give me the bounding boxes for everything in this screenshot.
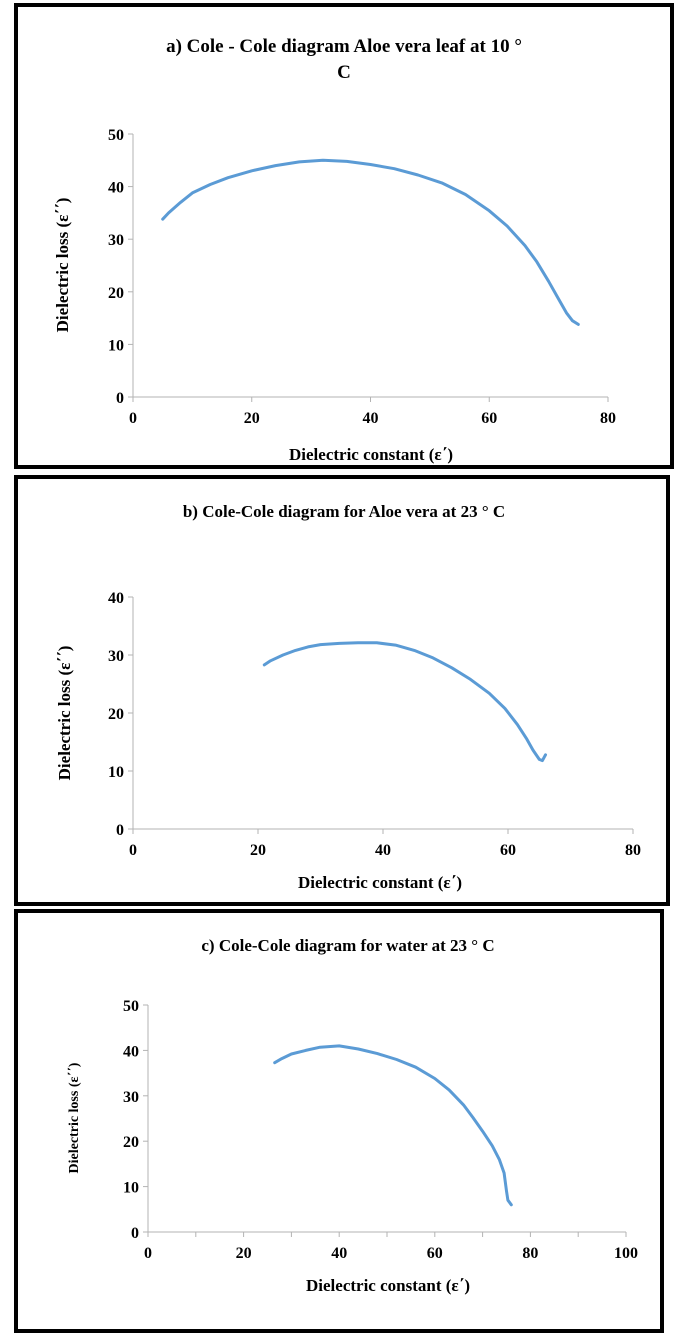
x-axis-label: Dielectric constant (ε΄)	[306, 1276, 470, 1295]
y-tick-label: 30	[108, 648, 124, 665]
chart-title-line2: C	[337, 62, 351, 83]
x-axis-label: Dielectric constant (ε΄)	[298, 873, 462, 892]
chart-panel-c: c) Cole-Cole diagram for water at 23 ° C…	[14, 909, 664, 1333]
x-tick-label: 40	[375, 842, 391, 859]
y-tick-label: 10	[108, 764, 124, 781]
chart-b-svg: b) Cole-Cole diagram for Aloe vera at 23…	[55, 502, 641, 892]
chart-title: a) Cole - Cole diagram Aloe vera leaf at…	[166, 36, 522, 57]
data-series-line	[161, 158, 580, 326]
x-tick-label: 80	[625, 842, 641, 859]
chart-title: b) Cole-Cole diagram for Aloe vera at 23…	[183, 502, 505, 521]
x-tick-label: 60	[427, 1245, 443, 1262]
chart-panel-a: a) Cole - Cole diagram Aloe vera leaf at…	[14, 3, 674, 469]
y-axis-label: Dielectric loss (ε΄΄)	[67, 1062, 82, 1173]
y-axis-label: Dielectric loss (ε΄΄)	[55, 646, 74, 781]
x-tick-label: 20	[250, 842, 266, 859]
x-tick-label: 0	[129, 410, 137, 427]
y-tick-label: 10	[108, 337, 124, 354]
y-tick-label: 50	[123, 998, 139, 1015]
y-tick-label: 30	[123, 1089, 139, 1106]
x-tick-label: 60	[500, 842, 516, 859]
chart-a-svg: a) Cole - Cole diagram Aloe vera leaf at…	[53, 36, 616, 464]
x-axis-label: Dielectric constant (ε΄)	[289, 445, 453, 464]
y-tick-label: 40	[108, 590, 124, 607]
x-tick-label: 60	[481, 410, 497, 427]
y-tick-label: 0	[116, 390, 124, 407]
x-tick-label: 20	[244, 410, 260, 427]
chart-c-svg: c) Cole-Cole diagram for water at 23 ° C…	[67, 936, 638, 1295]
y-tick-label: 20	[123, 1134, 139, 1151]
y-tick-label: 20	[108, 706, 124, 723]
y-axis-label: Dielectric loss (ε΄΄)	[53, 198, 72, 333]
x-tick-label: 80	[522, 1245, 538, 1262]
y-tick-label: 0	[131, 1225, 139, 1242]
y-tick-label: 50	[108, 127, 124, 144]
y-tick-label: 30	[108, 232, 124, 249]
y-tick-label: 0	[116, 822, 124, 839]
x-tick-label: 40	[331, 1245, 347, 1262]
x-tick-label: 40	[363, 410, 379, 427]
chart-title: c) Cole-Cole diagram for water at 23 ° C	[201, 936, 494, 955]
y-tick-label: 40	[108, 180, 124, 197]
x-tick-label: 80	[600, 410, 616, 427]
x-tick-label: 0	[129, 842, 137, 859]
data-series-line	[273, 1044, 513, 1207]
x-tick-label: 100	[614, 1245, 638, 1262]
y-tick-label: 20	[108, 285, 124, 302]
y-tick-label: 40	[123, 1043, 139, 1060]
chart-panel-b: b) Cole-Cole diagram for Aloe vera at 23…	[14, 475, 670, 906]
y-tick-label: 10	[123, 1180, 139, 1197]
x-tick-label: 0	[144, 1245, 152, 1262]
data-series-line	[262, 641, 547, 763]
x-tick-label: 20	[236, 1245, 252, 1262]
